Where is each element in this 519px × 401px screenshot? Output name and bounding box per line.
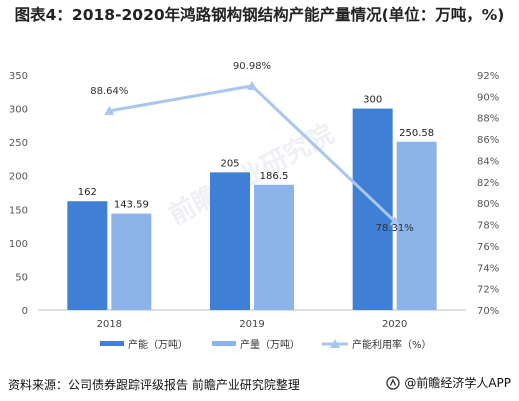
y-tick-label: 300 — [9, 105, 28, 116]
y-tick-label: 100 — [9, 239, 28, 250]
y-tick-label: 150 — [9, 205, 28, 216]
bar-capacity-label: 162 — [78, 187, 97, 198]
y2-tick-label: 70% — [477, 306, 499, 317]
rate-line — [109, 84, 396, 223]
rate-label: 90.98% — [233, 61, 271, 72]
bar-capacity-label: 205 — [220, 158, 239, 169]
y2-tick-label: 76% — [477, 242, 499, 253]
bar-output-label: 143.59 — [114, 200, 149, 211]
rate-marker — [247, 80, 257, 90]
bar-capacity — [352, 108, 393, 310]
y2-tick-label: 86% — [477, 135, 499, 146]
rate-label: 88.64% — [90, 86, 128, 97]
y-tick-label: 350 — [9, 71, 28, 82]
legend-output-label: 产量（万吨） — [240, 338, 300, 351]
x-tick-label: 2020 — [382, 319, 407, 330]
y2-tick-label: 92% — [477, 71, 499, 82]
legend-capacity-swatch — [100, 341, 124, 346]
bar-capacity-label: 300 — [363, 95, 382, 106]
rate-marker — [104, 105, 115, 115]
y2-tick-label: 84% — [477, 156, 499, 167]
rate-label: 78.31% — [376, 223, 414, 234]
y2-tick-label: 80% — [477, 199, 499, 210]
brand-text: @前瞻经济学人APP — [404, 376, 511, 390]
bar-output-label: 250.58 — [399, 128, 434, 139]
legend-output-swatch — [212, 341, 236, 346]
bar-capacity — [210, 172, 250, 310]
bar-output — [396, 141, 437, 310]
chart-title: 图表4：2018-2020年鸿路钢构钢结构产能产量情况(单位：万吨，%) — [14, 6, 505, 24]
y-tick-label: 200 — [9, 172, 28, 183]
legend-rate-label: 产能利用率（%） — [352, 338, 432, 351]
y2-tick-label: 78% — [477, 221, 499, 232]
rate-marker — [389, 216, 400, 226]
bar-output — [111, 213, 152, 310]
y-tick-label: 250 — [9, 138, 28, 149]
watermark-text: 前瞻产业研究院 — [164, 118, 339, 231]
bar-output-label: 186.5 — [260, 171, 289, 182]
y2-tick-label: 90% — [477, 92, 499, 103]
x-tick-label: 2018 — [97, 319, 122, 330]
source-note: 资料来源：公司债券跟踪评级报告 前瞻产业研究院整理 — [8, 378, 300, 392]
bar-output — [254, 184, 294, 310]
x-tick-label: 2019 — [239, 319, 264, 330]
y2-tick-label: 72% — [477, 285, 499, 296]
y2-tick-label: 82% — [477, 178, 499, 189]
y2-tick-label: 74% — [477, 263, 499, 274]
bar-capacity — [67, 201, 108, 310]
y-tick-label: 50 — [15, 272, 28, 283]
brand-credit: @前瞻经济学人APP — [386, 374, 511, 391]
legend-rate-marker — [330, 339, 340, 348]
brand-logo-icon — [386, 375, 400, 390]
y2-tick-label: 88% — [477, 114, 499, 125]
y-tick-label: 0 — [22, 306, 28, 317]
legend-capacity-label: 产能（万吨） — [128, 338, 188, 351]
